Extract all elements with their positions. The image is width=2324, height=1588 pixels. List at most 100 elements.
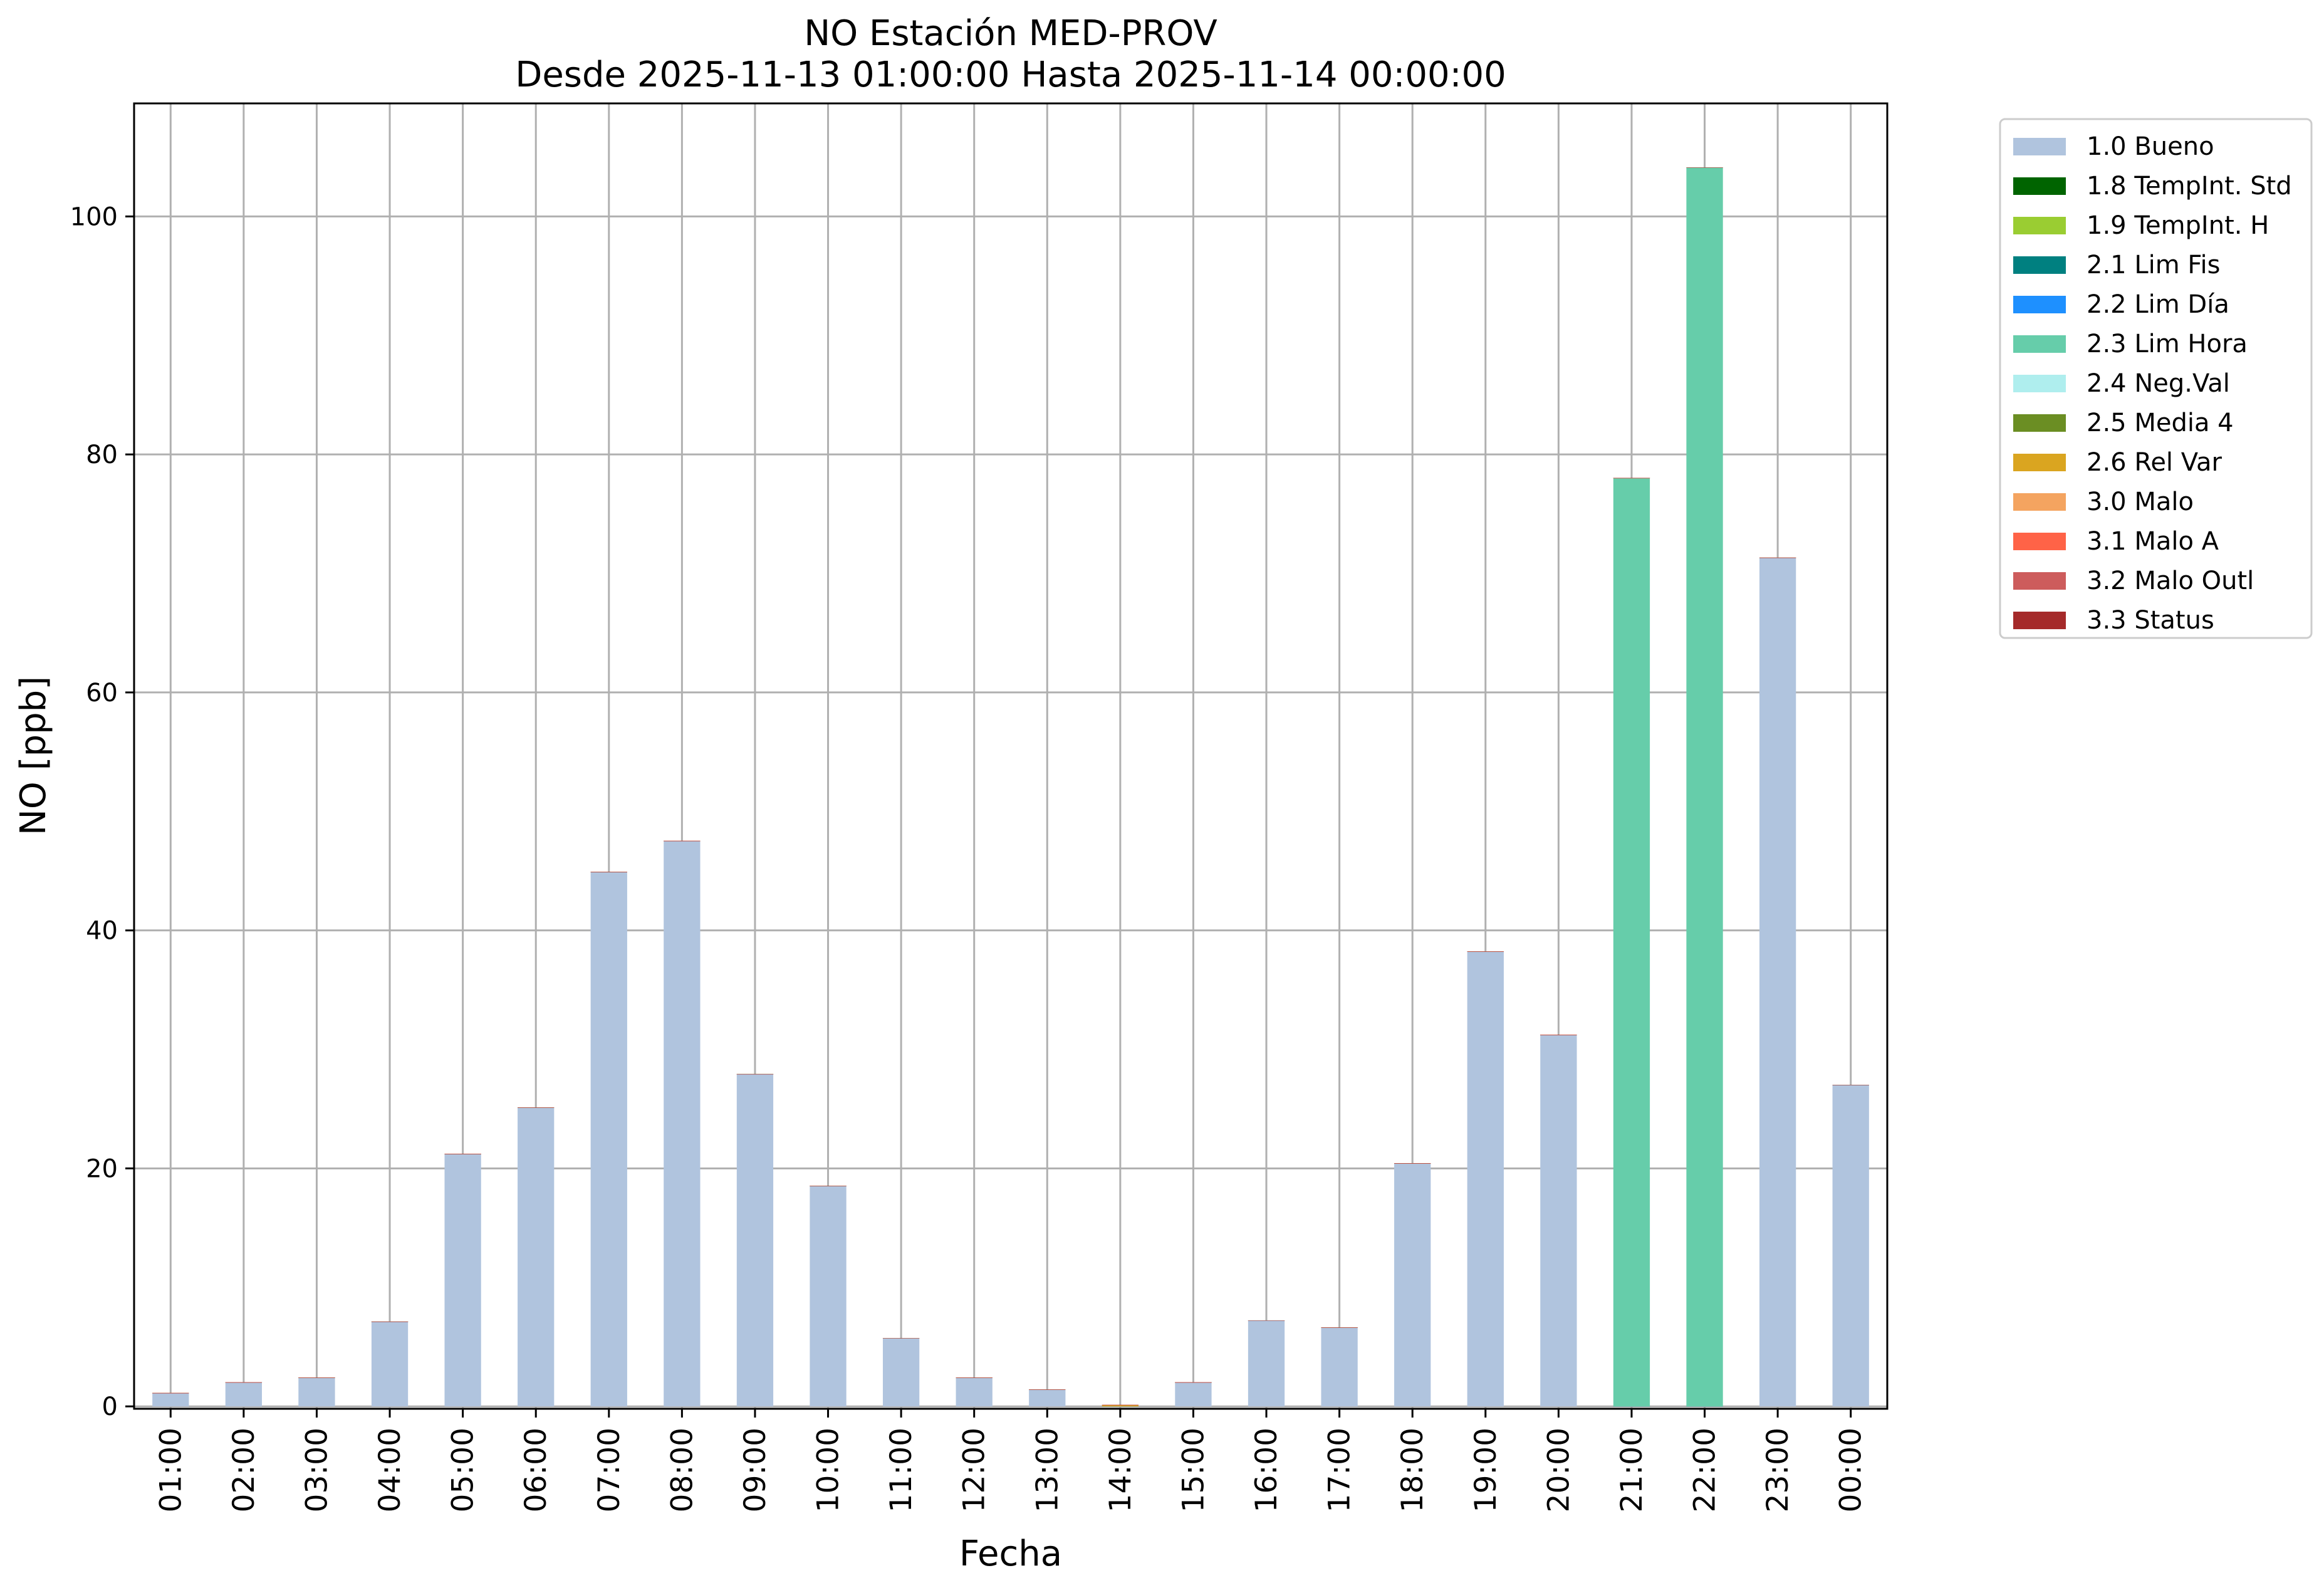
chart-subtitle: Desde 2025-11-13 01:00:00 Hasta 2025-11-…	[515, 55, 1506, 95]
legend-swatch	[2013, 414, 2066, 432]
y-tick-label: 60	[86, 679, 118, 708]
y-axis-ticks: 0 20 40 60 80 100	[70, 202, 134, 1421]
legend-swatch	[2013, 572, 2066, 590]
bar-1700-series-0	[1321, 1327, 1358, 1407]
bar-1800-series-12	[1394, 1163, 1431, 1164]
bar-0100-series-12	[152, 1392, 189, 1394]
bar-0300-series-0	[298, 1377, 335, 1407]
legend-label: 3.2 Malo Outl	[2087, 567, 2254, 595]
bar-2100-series-5	[1613, 478, 1650, 1407]
legend-label: 2.5 Media 4	[2087, 409, 2234, 437]
x-tick-label: 15:00	[1176, 1428, 1211, 1512]
bar-0600-series-12	[518, 1107, 555, 1108]
legend-swatch	[2013, 454, 2066, 471]
bar-0600-series-0	[518, 1107, 555, 1407]
legend-label: 3.3 Status	[2087, 606, 2214, 635]
y-tick-label: 20	[86, 1154, 118, 1183]
bar-1600-series-0	[1248, 1320, 1285, 1407]
x-tick-label: 08:00	[665, 1428, 699, 1512]
x-tick-label: 05:00	[446, 1428, 481, 1512]
bar-1100-series-0	[882, 1338, 920, 1407]
bar-1000-series-0	[810, 1186, 847, 1407]
bar-0800-series-0	[664, 841, 701, 1407]
bar-1300-series-0	[1029, 1389, 1066, 1407]
legend-label: 2.6 Rel Var	[2087, 448, 2222, 477]
legend-swatch	[2013, 296, 2066, 313]
plot-frame	[133, 102, 1889, 1410]
bar-0500-series-0	[444, 1154, 481, 1407]
bar-2000-series-0	[1540, 1035, 1577, 1407]
legend-swatch	[2013, 217, 2066, 234]
x-tick-label: 02:00	[227, 1428, 261, 1512]
legend-label: 2.2 Lim Día	[2087, 290, 2229, 319]
x-tick-label: 14:00	[1103, 1428, 1138, 1512]
x-tick-label: 11:00	[884, 1428, 919, 1512]
x-tick-label: 06:00	[519, 1428, 553, 1512]
bar-0100-series-0	[152, 1393, 189, 1407]
bar-1300-series-12	[1029, 1389, 1066, 1390]
bar-1600-series-12	[1248, 1320, 1285, 1321]
bar-1500-series-0	[1175, 1382, 1212, 1407]
bar-0900-series-12	[736, 1073, 774, 1075]
x-tick-label: 23:00	[1761, 1428, 1795, 1512]
bar-0800-series-12	[664, 840, 701, 842]
legend-swatch	[2013, 612, 2066, 629]
x-axis-label: Fecha	[959, 1533, 1062, 1574]
x-tick-label: 07:00	[592, 1428, 627, 1512]
legend-swatch	[2013, 375, 2066, 392]
x-tick-label: 20:00	[1541, 1428, 1576, 1512]
bar-0200-series-0	[225, 1382, 263, 1407]
legend-label: 3.1 Malo A	[2087, 527, 2219, 556]
bar-2100-series-12	[1613, 478, 1650, 479]
y-tick-label: 0	[102, 1392, 118, 1421]
legend: 1.0 Bueno 1.8 TempInt. Std 1.9 TempInt. H 2…	[1999, 118, 2313, 639]
bar-1400-series-8	[1102, 1405, 1139, 1407]
legend-swatch	[2013, 335, 2066, 353]
legend-items: 1.0 Bueno 1.8 TempInt. Std 1.9 TempInt. H 2…	[2013, 132, 2292, 635]
y-tick-label: 100	[70, 202, 118, 231]
legend-label: 1.8 TempInt. Std	[2087, 172, 2292, 201]
x-tick-label: 04:00	[373, 1428, 407, 1512]
bar-1900-series-0	[1467, 951, 1504, 1407]
bar-0000-series-0	[1832, 1085, 1869, 1407]
x-tick-label: 09:00	[738, 1428, 773, 1512]
bar-2200-series-5	[1686, 167, 1723, 1407]
legend-swatch	[2013, 493, 2066, 511]
legend-swatch	[2013, 533, 2066, 550]
x-tick-label: 12:00	[957, 1428, 992, 1512]
bar-0700-series-0	[590, 872, 627, 1407]
legend-swatch	[2013, 177, 2066, 195]
bar-1700-series-12	[1321, 1327, 1358, 1328]
bar-1400-series-12	[1102, 1404, 1139, 1406]
legend-label: 2.4 Neg.Val	[2087, 369, 2230, 398]
legend-swatch	[2013, 256, 2066, 274]
chart-title: NO Estación MED-PROV	[804, 13, 1217, 54]
x-tick-label: 10:00	[811, 1428, 846, 1512]
legend-frame	[1999, 118, 2313, 639]
legend-label: 1.9 TempInt. H	[2087, 211, 2269, 240]
x-tick-label: 17:00	[1323, 1428, 1357, 1512]
legend-label: 1.0 Bueno	[2087, 132, 2214, 161]
bar-1200-series-0	[956, 1377, 993, 1407]
bar-0900-series-0	[736, 1074, 774, 1407]
x-tick-label: 16:00	[1249, 1428, 1284, 1512]
legend-label: 2.1 Lim Fis	[2087, 251, 2220, 279]
bar-0400-series-0	[371, 1322, 409, 1407]
bar-2300-series-0	[1759, 558, 1796, 1407]
bar-0200-series-12	[225, 1382, 263, 1383]
x-axis-ticks: 01:00 02:00 03:00 04:00 05:00 06:00 07:00 08:00…	[154, 1409, 1868, 1512]
x-tick-label: 03:00	[300, 1428, 334, 1512]
legend-swatch	[2013, 138, 2066, 155]
bar-0300-series-12	[298, 1377, 335, 1378]
bar-1800-series-0	[1394, 1163, 1431, 1407]
x-tick-label: 19:00	[1469, 1428, 1503, 1512]
x-tick-label: 00:00	[1834, 1428, 1868, 1512]
bar-1200-series-12	[956, 1377, 993, 1378]
bar-2200-series-12	[1686, 167, 1723, 168]
x-tick-label: 18:00	[1395, 1428, 1430, 1512]
x-tick-label: 22:00	[1688, 1428, 1722, 1512]
legend-label: 3.0 Malo	[2087, 488, 2194, 516]
legend-label: 2.3 Lim Hora	[2087, 330, 2248, 358]
x-tick-label: 01:00	[154, 1428, 188, 1512]
bar-1100-series-12	[882, 1338, 920, 1339]
